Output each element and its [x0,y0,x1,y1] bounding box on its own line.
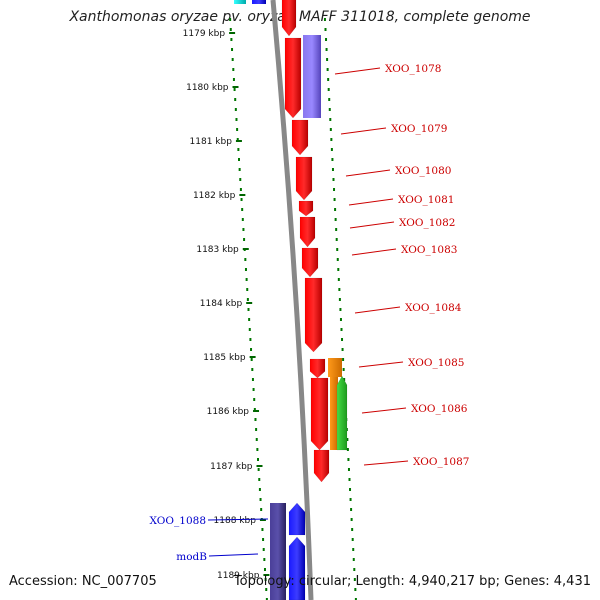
gene-label[interactable]: XOO_1086 [411,403,468,415]
gene-feature-blue[interactable] [288,502,306,536]
ruler-label: 1182 kbp [193,191,236,201]
gene-feature-purple[interactable] [303,35,321,118]
gene-label[interactable]: XOO_1087 [413,456,469,468]
outer-dotted-track [323,18,357,600]
gene-feature-orange[interactable] [328,358,342,377]
gene-label[interactable]: modB [176,551,207,563]
ruler-label: 1189 kbp [217,571,260,581]
gene-label-leader [207,518,269,521]
gene-label-leader [358,361,404,368]
gene-feature-red[interactable] [299,216,316,248]
accession-text: Accession: NC_007705 [9,574,157,589]
gene-label[interactable]: XOO_1084 [405,302,462,314]
gene-feature-red[interactable] [291,119,309,156]
gene-label[interactable]: XOO_1081 [398,194,454,206]
gene-feature-red[interactable] [301,247,319,278]
gene-feature-red[interactable] [310,377,329,451]
ruler-label: 1188 kbp [214,516,257,526]
gene-label[interactable]: XOO_1085 [408,357,464,369]
ruler-label: 1183 kbp [196,245,239,255]
gene-label[interactable]: XOO_1082 [399,217,455,229]
gene-label-leader [340,127,387,135]
ruler-label: 1180 kbp [186,83,229,93]
ruler-labels: 1179 kbp 1180 kbp 1181 kbp 1182 kbp 1183 kbp… [183,29,270,581]
gene-feature-red[interactable] [284,37,302,119]
gene-labels[interactable]: XOO_1078 XOO_1079 XOO_1080 XOO_1081 XOO_1082… [150,63,470,563]
gene-label-leader [363,460,409,466]
gene-feature-red[interactable] [281,0,297,37]
ruler-label: 1187 kbp [210,462,253,472]
gene-label[interactable]: XOO_1079 [391,123,447,135]
gene-label-leader [351,248,397,256]
gene-feature-red[interactable] [313,449,330,483]
gene-label-leader [354,306,401,314]
gene-label-leader [345,169,391,177]
gene-features[interactable] [234,0,348,600]
gene-label[interactable]: XOO_1078 [385,63,441,75]
genome-summary-text: Topology: circular; Length: 4,940,217 bp… [233,574,591,589]
gene-label[interactable]: XOO_1083 [401,244,457,256]
genome-backbone [270,0,314,600]
gene-label-leader [361,407,407,414]
ruler-label: 1185 kbp [203,353,246,363]
ruler-label: 1179 kbp [183,29,226,39]
gene-label-leader [348,198,394,206]
ruler-label: 1186 kbp [207,407,250,417]
gene-label[interactable]: XOO_1080 [395,165,451,177]
ruler-dotted-track [229,18,268,600]
gene-label-leader [349,221,395,229]
ruler-label: 1184 kbp [200,299,243,309]
gene-feature-green[interactable] [336,375,348,451]
gene-feature-red[interactable] [298,200,314,217]
gene-feature-red[interactable] [304,277,323,353]
gene-feature-red[interactable] [309,358,326,379]
gene-feature-navy[interactable] [270,503,286,600]
gene-feature-red[interactable] [295,156,313,201]
gene-feature-orange[interactable] [330,377,338,450]
genome-title: Xanthomonas oryzae pv. oryzae MAFF 31101… [69,9,531,25]
gene-feature-blue[interactable] [288,536,306,600]
gene-label-leader [334,67,381,75]
gene-label[interactable]: XOO_1088 [150,515,206,527]
ruler-label: 1181 kbp [190,137,233,147]
gene-feature-cyan[interactable] [234,0,246,4]
gene-label-leader [208,553,259,557]
gene-feature-blue[interactable] [252,0,266,4]
